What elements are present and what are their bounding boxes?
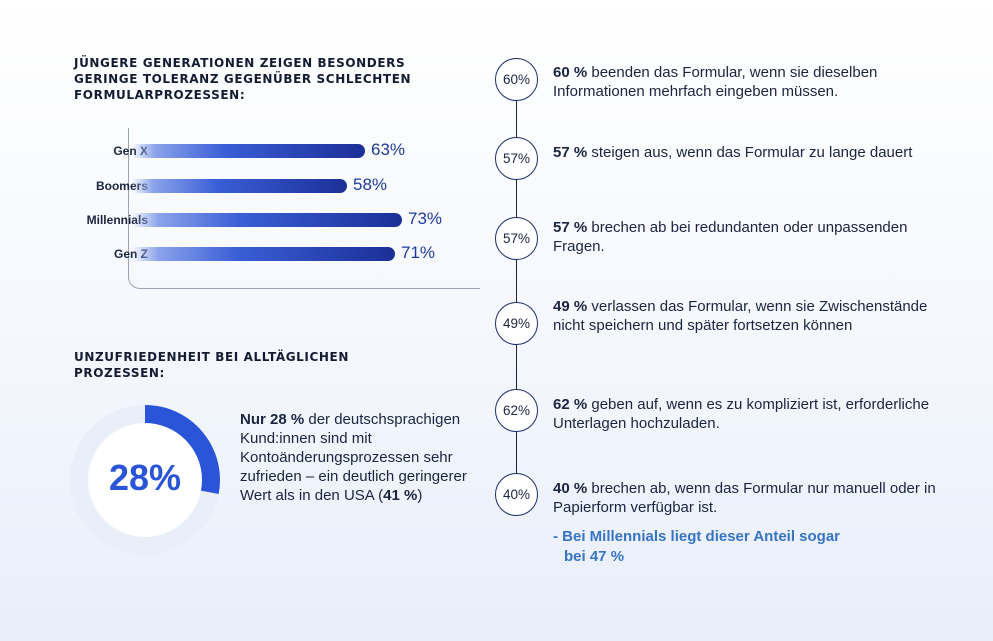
donut-description-body: der deutschsprachigen Kund:innen sind mi… <box>240 411 467 504</box>
bar-value-millennials: 73% <box>408 209 443 228</box>
bar-chart-title: JÜNGERE GENERATIONEN ZEIGEN BESONDERS GE… <box>74 56 412 102</box>
timeline-circle-3: 57% <box>495 217 538 260</box>
donut-chart-title: UNZUFRIEDENHEIT BEI ALLTÄGLICHEN PROZESS… <box>74 350 349 380</box>
bar-value-gen-z: 71% <box>401 243 436 262</box>
donut-description-usa-value: 41 % <box>383 487 418 504</box>
donut-description-tail: ) <box>417 487 423 504</box>
donut-center-label: 28% <box>108 457 182 498</box>
timeline-text-body-3: brechen ab bei redundanten oder unpassen… <box>553 219 908 255</box>
timeline-text-bold-6: 40 % <box>553 480 588 497</box>
timeline-text-bold-1: 60 % <box>553 64 588 81</box>
timeline-text-5: 62 % geben auf, wenn es zu kompliziert i… <box>553 395 953 433</box>
timeline-circle-2: 57% <box>495 137 538 180</box>
bar-gen-x <box>132 144 365 158</box>
timeline-circle-6: 40% <box>495 473 538 516</box>
millennials-note-line2: bei 47 % <box>553 547 893 567</box>
donut-description: Nur 28 % der deutschsprachigen Kund:inne… <box>240 410 470 505</box>
timeline-text-6: 40 % brechen ab, wenn das Formular nur m… <box>553 479 953 517</box>
bar-millennials <box>132 213 402 227</box>
bar-value-boomers: 58% <box>353 175 388 194</box>
millennials-note-line1: - Bei Millennials liegt dieser Anteil so… <box>553 528 841 545</box>
timeline-text-bold-5: 62 % <box>553 396 588 413</box>
donut-center <box>88 423 202 537</box>
timeline-text-body-4: verlassen das Formular, wenn sie Zwische… <box>553 298 928 334</box>
timeline-text-bold-3: 57 % <box>553 219 588 236</box>
timeline-connector-line <box>516 100 517 495</box>
millennials-note-value: 47 % <box>589 548 625 565</box>
timeline-text-3: 57 % brechen ab bei redundanten oder unp… <box>553 218 953 256</box>
generations-bar-chart: Gen X 63% Boomers 58% Millennials 73% Gen Z 71% <box>40 128 480 298</box>
timeline-text-2: 57 % steigen aus, wenn das Formular zu l… <box>553 143 953 162</box>
bar-value-gen-x: 63% <box>371 140 406 159</box>
millennials-note-prefix: bei <box>564 548 590 565</box>
timeline-text-body-1: beenden das Formular, wenn sie dieselben… <box>553 64 878 100</box>
timeline-text-bold-2: 57 % <box>553 144 588 161</box>
millennials-note: - Bei Millennials liegt dieser Anteil so… <box>553 527 893 567</box>
timeline-text-body-2: steigen aus, wenn das Formular zu lange … <box>587 144 913 161</box>
timeline-text-body-5: geben auf, wenn es zu kompliziert ist, e… <box>553 396 930 432</box>
timeline-text-body-6: brechen ab, wenn das Formular nur manuel… <box>553 480 936 516</box>
timeline-circle-4: 49% <box>495 302 538 345</box>
timeline-text-1: 60 % beenden das Formular, wenn sie dies… <box>553 63 953 101</box>
donut-description-lead: Nur 28 % <box>240 411 305 428</box>
timeline-text-4: 49 % verlassen das Formular, wenn sie Zw… <box>553 297 953 335</box>
timeline-text-bold-4: 49 % <box>553 298 588 315</box>
timeline-circle-5: 62% <box>495 389 538 432</box>
bar-boomers <box>132 179 347 193</box>
chart-axis-frame <box>128 128 480 289</box>
timeline-circle-1: 60% <box>495 58 538 101</box>
satisfaction-donut-chart <box>70 405 220 555</box>
bar-gen-z <box>132 247 395 261</box>
